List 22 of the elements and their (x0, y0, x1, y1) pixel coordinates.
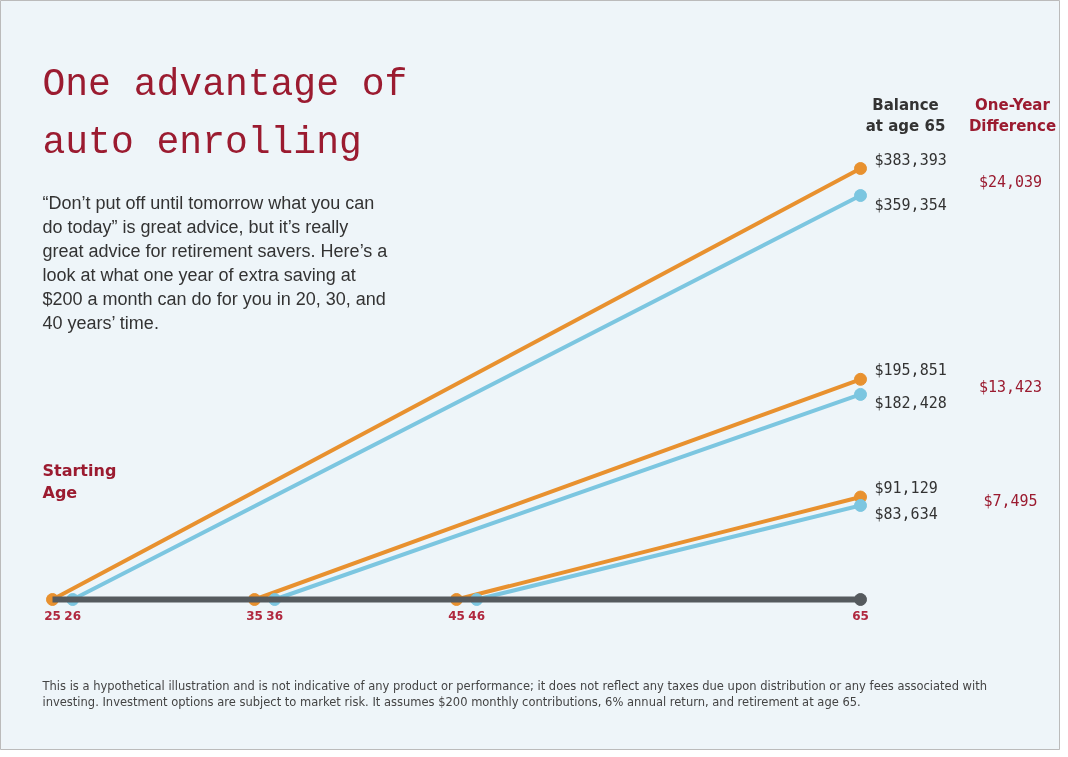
text: Balance at age 65 (865, 95, 946, 136)
data-label: $91,129 (874, 479, 938, 498)
data-label: $383,393 (874, 150, 947, 169)
x-tick-label: 26 (64, 608, 82, 623)
x-tick-label: 46 (468, 608, 486, 623)
data-label: $195,851 (874, 361, 947, 380)
data-label: $83,634 (874, 505, 938, 524)
x-tick-label: 65 (852, 608, 869, 623)
text: $24,039 (978, 173, 1043, 192)
chart-title: One advantage of auto enrolling (42, 62, 408, 164)
text: $13,423 (978, 377, 1043, 396)
text: “Don’t put off until tomorrow what you can do today” is great advice, but it’s really great advice for retirement savers. Here’s a look at what one year of extra saving at $200 a month can do for you in 20, 30, and 40 years’ time. (42, 192, 389, 333)
x-tick-label: 45 (448, 608, 465, 623)
data-label: $359,354 (874, 195, 947, 214)
annotation: Starting Age (42, 460, 117, 503)
data-label: $182,428 (874, 394, 947, 413)
text: This is a hypothetical illustration and is not indicative of any product or performance; it does not reflect any taxes due upon distribution or any fees associated with investing. Investment options are subject to market risk. It assumes $200 monthly contributions, 6% annual return, and retirement at age 65. (41, 678, 987, 710)
x-tick-label: 36 (266, 608, 284, 623)
x-tick-label: 25 (44, 608, 61, 623)
text: One-Year Difference (968, 95, 1057, 136)
x-tick-label: 35 (246, 608, 263, 623)
text: $7,495 (983, 492, 1038, 511)
